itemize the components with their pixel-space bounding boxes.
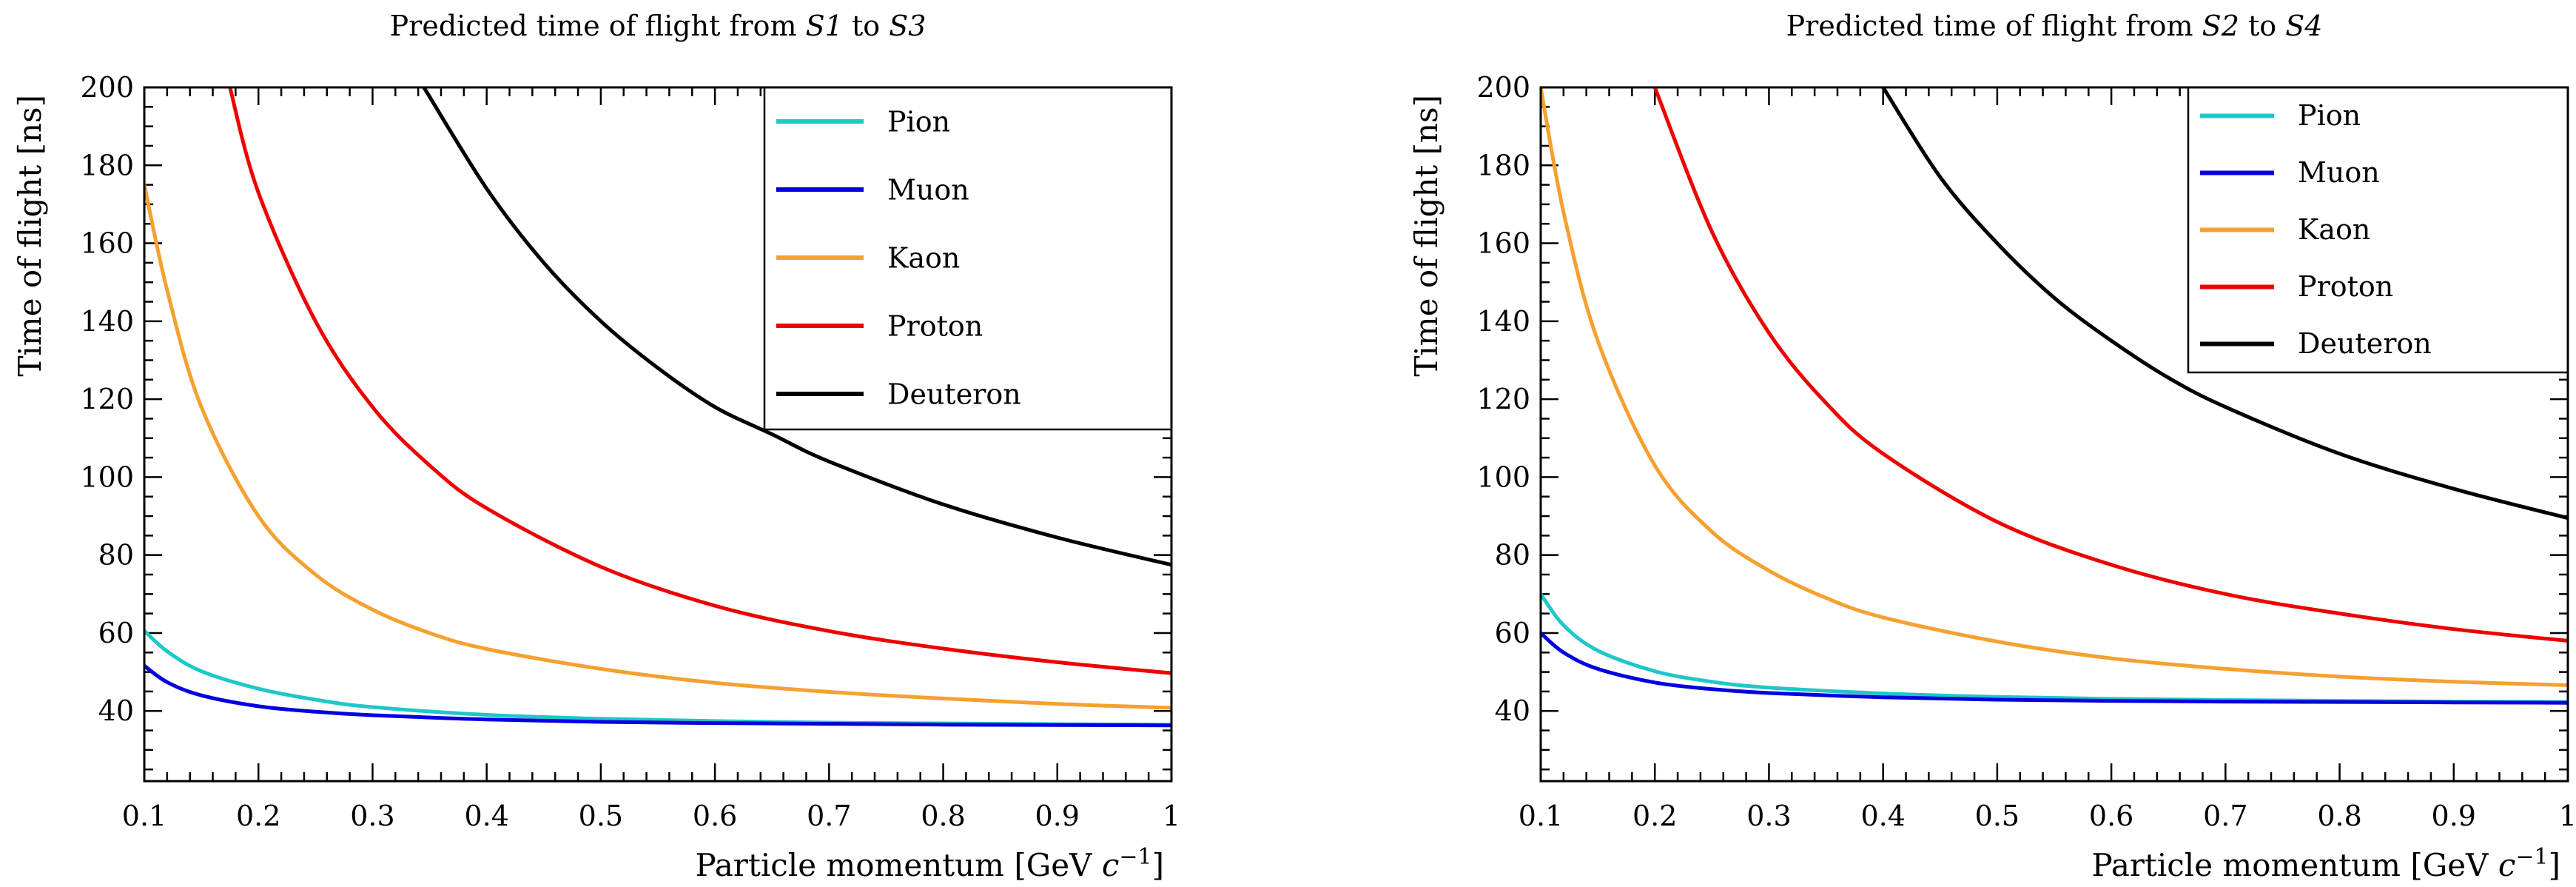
- legend: Pion Muon Kaon Proton Deuteron: [2187, 86, 2569, 374]
- legend-label-proton: Proton: [2298, 270, 2393, 303]
- y-tick-label: 100: [80, 461, 134, 493]
- y-axis-label: Time of flight [ns]: [1408, 95, 1445, 377]
- series-line-muon: [144, 664, 1171, 728]
- x-tick-label: 0.1: [122, 800, 167, 832]
- series-line-kaon: [144, 184, 1171, 710]
- legend-label-pion: Pion: [2298, 99, 2361, 132]
- x-tick-label: 0.4: [464, 800, 508, 832]
- y-tick-label: 180: [1476, 149, 1530, 181]
- chart-s2-to-s4: Predicted time of flight from S2 to S4 0.…: [1408, 10, 2576, 883]
- x-tick-label: 0.1: [1519, 800, 1563, 832]
- y-tick-label: 80: [1495, 539, 1530, 572]
- series-line-proton: [1652, 87, 2568, 643]
- x-tick-label: 0.7: [2203, 800, 2247, 832]
- series-line-muon: [1541, 632, 2568, 705]
- y-tick-label: 60: [1495, 617, 1530, 649]
- legend-label-kaon: Kaon: [2298, 213, 2370, 246]
- y-tick-label: 200: [80, 71, 134, 104]
- title-prefix: Predicted time of flight from: [1786, 10, 2202, 42]
- y-tick-label: 120: [80, 383, 134, 415]
- series-line-deuteron: [422, 87, 1171, 567]
- legend: Pion Muon Kaon Proton Deuteron: [763, 86, 1173, 431]
- x-tick-label: 0.2: [1632, 800, 1677, 832]
- x-tick-label: 0.6: [693, 800, 737, 832]
- x-axis-label: Particle momentum [GeV c−1]: [695, 844, 1164, 883]
- chart-s1-to-s3: Predicted time of flight from S1 to S3 0.…: [12, 10, 1180, 883]
- series-curves: [144, 87, 1171, 728]
- y-tick-label: 120: [1476, 383, 1530, 415]
- legend-label-muon: Muon: [887, 173, 969, 206]
- y-tick-label: 100: [1476, 461, 1530, 493]
- plot-frame: [1539, 86, 2569, 783]
- x-tick-label: 0.9: [1035, 800, 1080, 832]
- y-tick-label: 200: [1476, 71, 1530, 104]
- legend-label-pion: Pion: [887, 105, 950, 138]
- x-axis-label-exponent: −1: [1119, 844, 1151, 870]
- x-axis-label: Particle momentum [GeV c−1]: [2091, 844, 2560, 883]
- x-tick-label: 1: [2559, 800, 2576, 832]
- x-tick-label: 0.5: [1975, 800, 2020, 832]
- x-tick-label: 0.5: [579, 800, 623, 832]
- x-tick-label: 0.4: [1860, 800, 1905, 832]
- legend-label-kaon: Kaon: [887, 241, 960, 274]
- series-line-kaon: [1541, 87, 2568, 687]
- x-tick-label: 0.8: [2317, 800, 2361, 832]
- legend-label-proton: Proton: [887, 309, 983, 342]
- plot-frame: [143, 86, 1173, 783]
- legend-label-deuteron: Deuteron: [2298, 327, 2432, 360]
- x-tick-label: 0.3: [350, 800, 394, 832]
- y-tick-label: 40: [98, 694, 134, 727]
- x-tick-label: 0.3: [1746, 800, 1791, 832]
- title-mid: to: [2239, 10, 2285, 42]
- title-prefix: Predicted time of flight from: [390, 10, 806, 42]
- y-tick-label: 80: [98, 539, 134, 572]
- y-tick-label: 40: [1495, 694, 1530, 727]
- x-tick-label: 0.6: [2089, 800, 2133, 832]
- y-tick-label: 60: [98, 617, 134, 649]
- series-line-deuteron: [1881, 87, 2568, 521]
- y-tick-label: 140: [80, 305, 134, 338]
- y-tick-label: 160: [80, 227, 134, 260]
- legend-label-deuteron: Deuteron: [887, 378, 1021, 410]
- series-curves: [1541, 87, 2568, 705]
- x-axis-label-close: ]: [1152, 847, 1164, 883]
- x-tick-label: 0.2: [236, 800, 280, 832]
- series-line-proton: [228, 87, 1171, 675]
- x-axis-label-close: ]: [2549, 847, 2560, 883]
- x-tick-label: 0.8: [921, 800, 965, 832]
- y-axis-label: Time of flight [ns]: [12, 95, 48, 377]
- legend-label-muon: Muon: [2298, 156, 2380, 189]
- y-tick-label: 160: [1476, 227, 1530, 260]
- x-tick-label: 1: [1163, 800, 1180, 832]
- x-axis-label-unit: c: [1102, 847, 1120, 883]
- x-axis-label-text: Particle momentum [GeV: [695, 847, 1101, 883]
- y-tick-label: 140: [1476, 305, 1530, 338]
- x-axis-label-unit: c: [2498, 847, 2516, 883]
- title-mid: to: [843, 10, 889, 42]
- x-tick-label: 0.9: [2432, 800, 2476, 832]
- chart-title: Predicted time of flight from S2 to S4: [1786, 10, 2323, 42]
- chart-title: Predicted time of flight from S1 to S3: [390, 10, 927, 42]
- y-tick-label: 180: [80, 149, 134, 181]
- title-to-station: S4: [2285, 10, 2322, 42]
- title-from-station: S1: [806, 10, 843, 42]
- x-axis-label-exponent: −1: [2515, 844, 2548, 870]
- title-to-station: S3: [889, 10, 926, 42]
- x-tick-label: 0.7: [807, 800, 851, 832]
- title-from-station: S2: [2202, 10, 2239, 42]
- x-axis-label-text: Particle momentum [GeV: [2091, 847, 2498, 883]
